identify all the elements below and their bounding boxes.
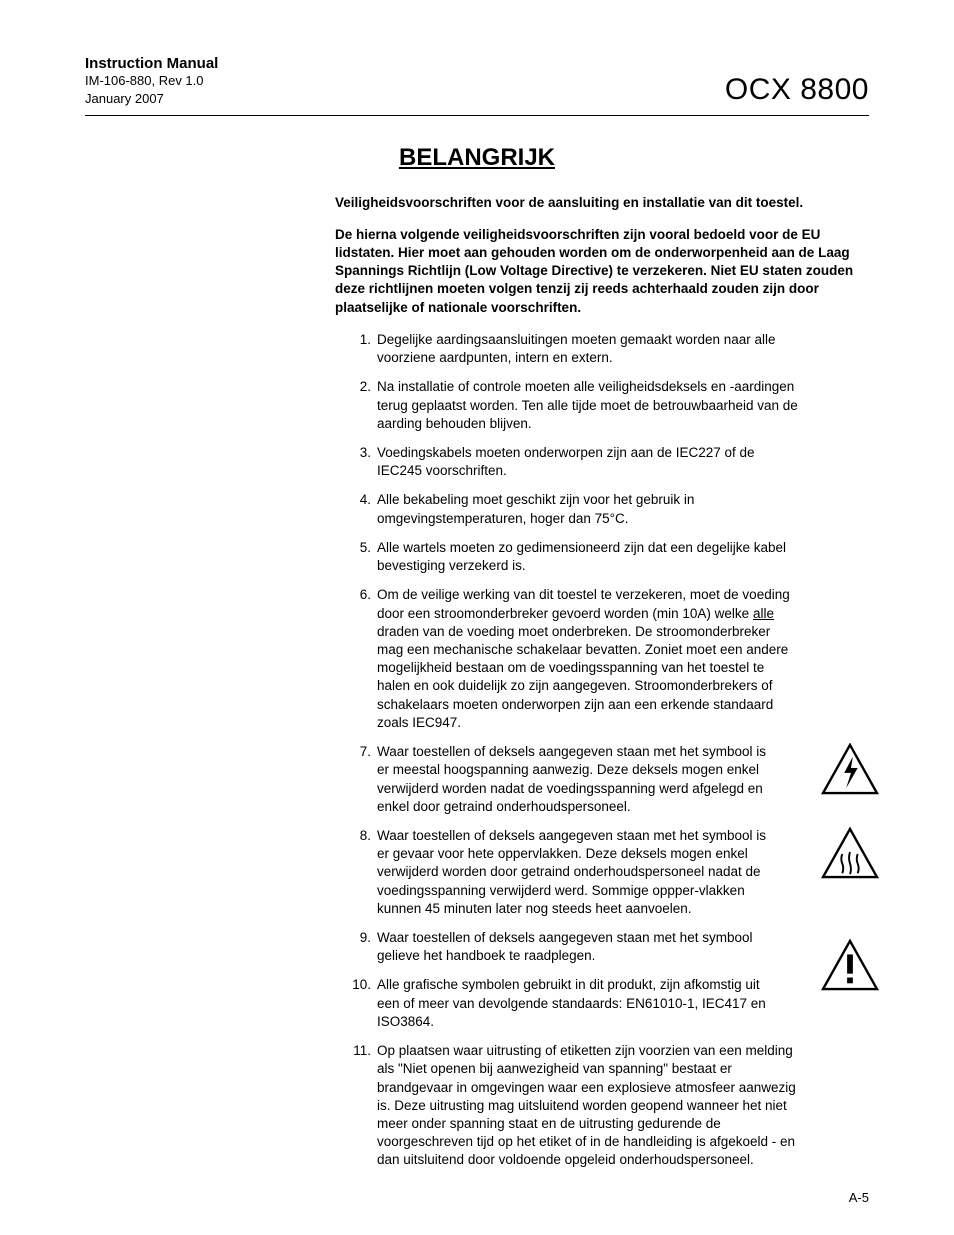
- page-header: Instruction Manual IM-106-880, Rev 1.0 J…: [85, 55, 869, 116]
- item-text: Waar toestellen of deksels aangegeven st…: [377, 744, 766, 814]
- intro-text-2: De hierna volgende veiligheidsvoorschrif…: [335, 226, 869, 317]
- item-text: Op plaatsen waar uitrusting of etiketten…: [377, 1043, 796, 1167]
- list-item: Waar toestellen of deksels aangegeven st…: [377, 743, 869, 816]
- hot-surface-warning-icon: [821, 827, 879, 879]
- item-text: Alle wartels moeten zo gedimensioneerd z…: [377, 540, 786, 573]
- item-text-b: draden van de voeding moet onderbreken. …: [377, 624, 788, 730]
- list-item: Waar toestellen of deksels aangegeven st…: [377, 827, 869, 918]
- item-text-underline: alle: [753, 606, 774, 621]
- doc-title: Instruction Manual: [85, 55, 218, 72]
- doc-date: January 2007: [85, 90, 218, 108]
- list-item: Degelijke aardingsaansluitingen moeten g…: [377, 331, 869, 367]
- list-item: Alle wartels moeten zo gedimensioneerd z…: [377, 539, 869, 575]
- list-item: Alle grafische symbolen gebruikt in dit …: [377, 976, 869, 1031]
- list-item: Na installatie of controle moeten alle v…: [377, 378, 869, 433]
- high-voltage-warning-icon: [821, 743, 879, 795]
- intro-text-1: Veiligheidsvoorschriften voor de aanslui…: [335, 194, 869, 212]
- content-area: BELANGRIJK Veiligheidsvoorschriften voor…: [335, 144, 869, 1170]
- product-name: OCX 8800: [725, 73, 869, 107]
- item-text: Voedingskabels moeten onderworpen zijn a…: [377, 445, 755, 478]
- item-text: Degelijke aardingsaansluitingen moeten g…: [377, 332, 776, 365]
- item-text: Waar toestellen of deksels aangegeven st…: [377, 828, 766, 916]
- item-text: Waar toestellen of deksels aangegeven st…: [377, 930, 752, 963]
- rules-list: Degelijke aardingsaansluitingen moeten g…: [335, 331, 869, 1170]
- page-title: BELANGRIJK: [85, 144, 869, 172]
- list-item: Voedingskabels moeten onderworpen zijn a…: [377, 444, 869, 480]
- list-item: Waar toestellen of deksels aangegeven st…: [377, 929, 869, 965]
- header-left: Instruction Manual IM-106-880, Rev 1.0 J…: [85, 55, 218, 107]
- item-text: Alle grafische symbolen gebruikt in dit …: [377, 977, 766, 1028]
- item-text: Na installatie of controle moeten alle v…: [377, 379, 798, 430]
- page-number: A-5: [849, 1190, 869, 1205]
- list-item: Op plaatsen waar uitrusting of etiketten…: [377, 1042, 869, 1170]
- list-item: Alle bekabeling moet geschikt zijn voor …: [377, 491, 869, 527]
- item-text-a: Om de veilige werking van dit toestel te…: [377, 587, 790, 620]
- item-text: Alle bekabeling moet geschikt zijn voor …: [377, 492, 694, 525]
- list-item: Om de veilige werking van dit toestel te…: [377, 586, 869, 732]
- document-page: Instruction Manual IM-106-880, Rev 1.0 J…: [0, 0, 954, 1235]
- doc-code: IM-106-880, Rev 1.0: [85, 72, 218, 90]
